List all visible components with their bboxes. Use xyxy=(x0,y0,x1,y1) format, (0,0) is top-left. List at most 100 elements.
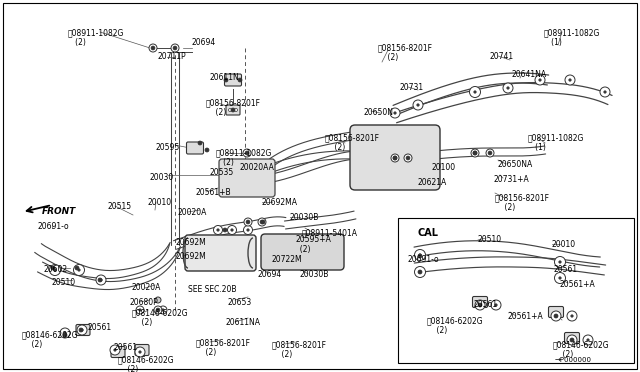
FancyBboxPatch shape xyxy=(350,125,440,190)
Text: Ⓒ08156-8201F
    (2): Ⓒ08156-8201F (2) xyxy=(378,43,433,62)
Circle shape xyxy=(503,83,513,93)
Circle shape xyxy=(413,100,423,110)
Text: 20621A: 20621A xyxy=(418,178,447,187)
Text: 20692M: 20692M xyxy=(175,252,205,261)
Circle shape xyxy=(569,79,572,81)
FancyBboxPatch shape xyxy=(185,235,256,271)
Circle shape xyxy=(475,300,485,310)
Circle shape xyxy=(139,309,141,311)
Circle shape xyxy=(231,229,233,231)
FancyBboxPatch shape xyxy=(76,324,90,336)
Circle shape xyxy=(491,300,501,310)
FancyBboxPatch shape xyxy=(225,74,241,86)
Circle shape xyxy=(63,333,67,337)
FancyBboxPatch shape xyxy=(135,344,149,356)
Text: 20595+A
  (2): 20595+A (2) xyxy=(295,235,331,254)
Circle shape xyxy=(154,306,162,314)
Circle shape xyxy=(171,44,179,52)
Text: 20100: 20100 xyxy=(432,163,456,172)
Text: 20020AA: 20020AA xyxy=(240,163,275,172)
Text: 20731: 20731 xyxy=(400,83,424,92)
Text: 20020A: 20020A xyxy=(132,283,161,292)
Circle shape xyxy=(604,91,606,93)
Circle shape xyxy=(470,87,481,97)
Circle shape xyxy=(474,91,476,93)
Text: Ⓘ08911-1082G
   (2): Ⓘ08911-1082G (2) xyxy=(68,28,124,47)
Text: 20692M: 20692M xyxy=(175,238,205,247)
Text: 20515: 20515 xyxy=(108,202,132,211)
Circle shape xyxy=(78,269,80,271)
Circle shape xyxy=(554,314,558,318)
Text: Ⓒ08146-6202G
    (2): Ⓒ08146-6202G (2) xyxy=(553,340,610,359)
Text: Ⓘ08911-1082G
   (2): Ⓘ08911-1082G (2) xyxy=(216,148,273,167)
Text: 20561+B: 20561+B xyxy=(196,188,232,197)
Text: Ⓒ08146-6202G
    (2): Ⓒ08146-6202G (2) xyxy=(22,330,79,349)
Text: Ⓘ08911-1082G
   (1): Ⓘ08911-1082G (1) xyxy=(544,28,600,47)
FancyBboxPatch shape xyxy=(261,234,344,270)
Text: 20722M: 20722M xyxy=(272,255,303,264)
Text: 20535: 20535 xyxy=(210,168,234,177)
Circle shape xyxy=(479,304,481,306)
Circle shape xyxy=(600,87,610,97)
Circle shape xyxy=(393,156,397,160)
Circle shape xyxy=(415,266,426,278)
Text: 20561+A: 20561+A xyxy=(560,280,596,289)
Text: Ⓒ08146-6202G
    (2): Ⓒ08146-6202G (2) xyxy=(427,316,484,336)
FancyBboxPatch shape xyxy=(219,159,275,197)
Circle shape xyxy=(417,104,419,106)
Text: 20030: 20030 xyxy=(150,173,174,182)
Circle shape xyxy=(139,351,141,353)
Circle shape xyxy=(418,254,422,258)
Text: 20030B: 20030B xyxy=(290,213,319,222)
Circle shape xyxy=(51,266,55,270)
Circle shape xyxy=(159,306,167,314)
Text: 20611NA: 20611NA xyxy=(225,318,260,327)
Text: 20653: 20653 xyxy=(228,298,252,307)
Text: 20611N: 20611N xyxy=(210,73,240,82)
Circle shape xyxy=(394,112,396,114)
Text: 20510: 20510 xyxy=(52,278,76,287)
Text: 20561: 20561 xyxy=(88,323,112,332)
FancyBboxPatch shape xyxy=(564,333,579,343)
Text: Ⓒ08156-8201F
    (2): Ⓒ08156-8201F (2) xyxy=(196,338,251,357)
Circle shape xyxy=(258,218,266,226)
Circle shape xyxy=(488,151,492,155)
Circle shape xyxy=(260,220,264,224)
Circle shape xyxy=(156,308,160,312)
Text: 20694: 20694 xyxy=(258,270,282,279)
Circle shape xyxy=(478,303,482,307)
Text: Ⓒ08156-8201F
    (2): Ⓒ08156-8201F (2) xyxy=(272,340,327,359)
Circle shape xyxy=(243,225,253,234)
FancyBboxPatch shape xyxy=(548,307,563,317)
Text: 20561: 20561 xyxy=(113,343,137,352)
Text: 20595: 20595 xyxy=(155,143,179,152)
Bar xyxy=(398,218,634,363)
Circle shape xyxy=(551,311,561,321)
Circle shape xyxy=(243,149,251,157)
Circle shape xyxy=(559,261,561,263)
Text: 20692MA: 20692MA xyxy=(262,198,298,207)
Circle shape xyxy=(74,264,84,276)
Circle shape xyxy=(587,339,589,341)
Circle shape xyxy=(391,154,399,162)
Circle shape xyxy=(583,335,593,345)
Text: 20650NA: 20650NA xyxy=(498,160,533,169)
Circle shape xyxy=(60,328,70,338)
Circle shape xyxy=(393,156,397,160)
Text: 20010: 20010 xyxy=(552,240,576,249)
Circle shape xyxy=(539,79,541,81)
Circle shape xyxy=(418,270,422,274)
Text: 20691-o: 20691-o xyxy=(408,255,440,264)
Circle shape xyxy=(227,225,237,234)
Text: →P000000: →P000000 xyxy=(555,357,592,363)
Circle shape xyxy=(471,149,479,157)
Circle shape xyxy=(554,273,566,283)
Text: 20731+A: 20731+A xyxy=(493,175,529,184)
FancyBboxPatch shape xyxy=(111,346,125,357)
Circle shape xyxy=(135,347,145,357)
Text: 20030B: 20030B xyxy=(300,270,330,279)
Text: 20650N: 20650N xyxy=(363,108,393,117)
Text: Ⓘ08911-5401A: Ⓘ08911-5401A xyxy=(302,228,358,237)
Circle shape xyxy=(535,75,545,85)
Text: 20711P: 20711P xyxy=(157,52,186,61)
